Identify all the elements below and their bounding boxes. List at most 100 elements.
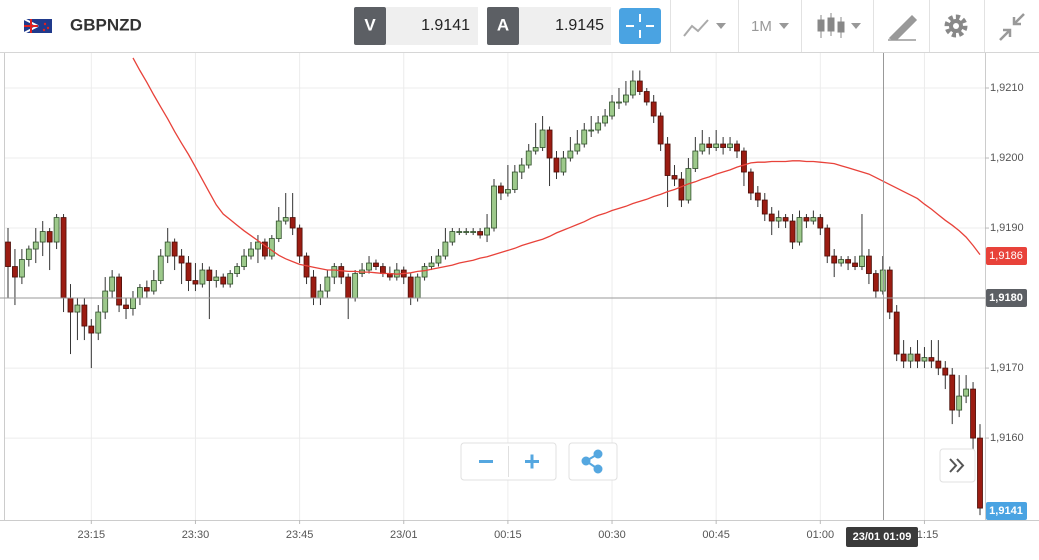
candle-body-up — [616, 101, 622, 104]
indicators-button[interactable] — [683, 19, 726, 37]
last-price-box — [986, 502, 1027, 520]
candle-body-down — [553, 157, 560, 173]
candle-body-down — [498, 185, 504, 194]
candle-body-down — [949, 374, 956, 411]
scroll-latest-button[interactable] — [949, 458, 965, 473]
candle-body-down — [754, 192, 761, 201]
chart-type-button[interactable] — [817, 13, 861, 38]
candle-body-up — [921, 357, 928, 362]
candle-body-up — [518, 164, 525, 173]
candle-body-up — [227, 273, 234, 285]
candle-body-down — [477, 231, 484, 236]
candle-body-down — [803, 217, 810, 222]
candle-body-up — [164, 241, 171, 257]
timeframe[interactable]: 1M — [751, 18, 772, 35]
last-price: 1,9141 — [989, 505, 1023, 517]
candle-body-down — [671, 175, 678, 180]
candle-body-up — [137, 287, 143, 299]
candle-body-down — [900, 353, 907, 362]
bid-label: V — [364, 15, 376, 34]
candle-body-up — [609, 101, 615, 117]
crosshair-button[interactable] — [619, 8, 661, 44]
bid-box — [386, 7, 478, 45]
candle-body-down — [373, 262, 379, 267]
candle-body-up — [53, 217, 60, 243]
candle-body-up — [213, 276, 220, 281]
candle-body-down — [636, 80, 643, 92]
candle-body-down — [206, 269, 213, 281]
candle-body-down — [310, 276, 317, 299]
candle-body-up — [130, 297, 136, 309]
x-tick-label: 23:30 — [182, 529, 210, 541]
crosshair-price-box — [986, 289, 1027, 308]
candle-body-up — [442, 241, 449, 257]
candle-body-up — [511, 171, 518, 190]
candle-body-up — [352, 273, 359, 299]
candle-body-down — [664, 143, 671, 176]
candle-body-up — [470, 231, 477, 233]
candle-body-up — [282, 217, 289, 222]
candle-body-up — [456, 231, 463, 233]
ask-box — [519, 7, 611, 45]
candle-body-down — [192, 280, 199, 285]
candle-body-down — [60, 217, 67, 299]
candle-body-up — [595, 122, 602, 131]
candle-body-down — [734, 143, 740, 152]
candle-body-up — [275, 220, 282, 239]
candle-body-up — [727, 143, 733, 148]
ask-label: A — [497, 15, 509, 34]
candle-body-down — [886, 269, 893, 313]
overlay: 1,9180 1,9186 — [0, 247, 1027, 308]
ask-button[interactable] — [487, 7, 519, 45]
settings-button[interactable] — [944, 14, 968, 38]
candle-body-up — [234, 266, 241, 274]
candle-body-up — [95, 311, 102, 334]
candle-body-up — [18, 259, 25, 278]
ma-price-box — [986, 247, 1027, 266]
candle-body-down — [220, 276, 227, 285]
x-tick-label: 23:45 — [286, 529, 314, 541]
candle-body-down — [706, 143, 713, 148]
candle-body-down — [678, 178, 685, 201]
candle-body-up — [32, 241, 39, 250]
candle-body-down — [977, 437, 983, 509]
zoom-in-button[interactable] — [525, 454, 539, 469]
candle-body-down — [345, 276, 352, 299]
candle-body-up — [810, 217, 817, 222]
candle-body-up — [25, 248, 32, 260]
candle-body-down — [817, 217, 824, 229]
candle-body-down — [12, 266, 18, 278]
share-button[interactable] — [581, 449, 603, 474]
candle-body-down — [928, 357, 935, 362]
zoom-controls — [460, 442, 557, 481]
plot — [5, 57, 983, 516]
y-tick-label: 1,9200 — [990, 152, 1024, 164]
x-tick-label: 00:30 — [598, 529, 626, 541]
bid-button[interactable] — [354, 7, 386, 45]
symbol: GBPNZD — [70, 15, 142, 34]
candle-body-up — [602, 115, 608, 124]
candle-body-down — [893, 311, 900, 355]
draw-button[interactable] — [888, 14, 918, 41]
candle-body-up — [102, 290, 109, 313]
candle-body-up — [366, 262, 372, 271]
collapse-button[interactable] — [999, 13, 1025, 41]
candle-body-up — [560, 157, 567, 173]
candle-body-down — [116, 276, 122, 306]
crosshair-time: 23/01 01:09 — [853, 531, 912, 543]
candle-body-down — [852, 262, 858, 267]
x-tick-label: 00:15 — [494, 529, 522, 541]
candle-body-up — [567, 150, 574, 159]
candle-body-up — [414, 276, 421, 299]
bid-price: 1.9141 — [421, 17, 470, 34]
candle-body-down — [46, 231, 53, 243]
x-tick-label: 01:00 — [807, 529, 835, 541]
candle-body-down — [650, 101, 657, 117]
candle-body-up — [74, 304, 81, 313]
candle-body-up — [435, 255, 442, 264]
candle-body-down — [831, 255, 838, 264]
candle-body-up — [907, 353, 914, 362]
candle-body-up — [588, 129, 595, 132]
